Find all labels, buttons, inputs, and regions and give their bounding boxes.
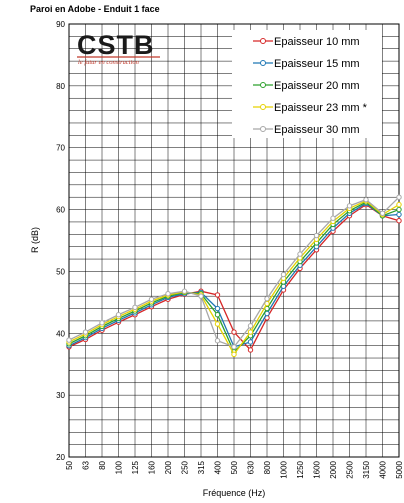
data-point <box>313 232 320 239</box>
y-tick-label: 80 <box>56 82 65 91</box>
data-point <box>214 305 221 312</box>
y-tick-label: 50 <box>56 267 65 276</box>
data-point <box>247 339 254 345</box>
data-point <box>264 295 270 302</box>
legend-swatch-marker <box>260 104 266 110</box>
data-point <box>330 215 336 221</box>
x-tick-label: 2000 <box>329 460 338 478</box>
data-point <box>231 329 237 335</box>
legend-box <box>232 30 382 138</box>
data-point <box>247 347 254 353</box>
x-tick-label: 80 <box>98 460 107 469</box>
x-tick-label: 3150 <box>362 460 371 478</box>
data-point <box>148 296 155 302</box>
data-point <box>346 203 353 209</box>
y-tick-label: 60 <box>56 206 65 215</box>
x-tick-label: 125 <box>131 460 140 474</box>
data-point <box>214 338 221 344</box>
data-point <box>181 288 188 294</box>
x-axis-ticks: 50 63 80 100 125 160 200 250 315 400 500 630 800 1000… <box>65 460 404 478</box>
x-tick-label: 250 <box>181 460 190 474</box>
x-tick-label: 400 <box>214 460 223 474</box>
y-tick-label: 20 <box>56 453 65 462</box>
data-point <box>363 196 369 203</box>
data-point <box>132 304 138 311</box>
data-point <box>396 206 402 213</box>
x-tick-label: 315 <box>197 460 206 474</box>
x-tick-label: 1600 <box>313 460 322 478</box>
y-axis-ticks: 20 30 40 50 60 70 80 90 <box>56 20 65 462</box>
x-tick-label: 63 <box>82 460 91 469</box>
data-point <box>396 194 402 200</box>
data-point <box>247 329 254 335</box>
x-tick-label: 1000 <box>280 460 289 478</box>
logo-tagline: le futur en construction <box>78 59 139 66</box>
data-point <box>396 201 402 208</box>
data-point <box>231 351 237 358</box>
series-group <box>66 194 402 358</box>
data-point <box>66 337 72 343</box>
data-point <box>231 344 237 350</box>
data-point <box>82 329 89 335</box>
y-axis-label: R (dB) <box>30 227 40 253</box>
x-tick-label: 500 <box>230 460 239 474</box>
data-point <box>214 312 221 318</box>
data-point <box>379 210 386 216</box>
x-tick-label: 5000 <box>395 460 404 478</box>
legend: Epaisseur 10 mm Epaisseur 15 mm Epaisseur … <box>232 30 382 138</box>
legend-swatch-marker <box>260 126 266 132</box>
x-tick-label: 2500 <box>346 460 355 478</box>
chart-title: Paroi en Adobe - Enduit 1 face <box>30 4 160 14</box>
x-tick-label: 1250 <box>296 460 305 478</box>
legend-swatch-marker <box>260 60 266 66</box>
data-point <box>99 320 105 326</box>
y-tick-label: 90 <box>56 20 65 29</box>
x-tick-label: 4000 <box>379 460 388 478</box>
x-tick-label: 630 <box>247 460 256 474</box>
data-point <box>214 292 221 298</box>
y-tick-label: 70 <box>56 144 65 153</box>
data-point <box>115 312 122 318</box>
x-tick-label: 100 <box>115 460 124 474</box>
legend-label: Epaisseur 20 mm <box>274 80 360 92</box>
x-tick-label: 200 <box>164 460 173 474</box>
data-point <box>214 321 221 327</box>
x-tick-label: 800 <box>263 460 272 474</box>
data-point <box>264 300 270 307</box>
logo-text: CSTB <box>77 30 155 60</box>
plot-frame <box>68 23 400 458</box>
legend-label: Epaisseur 23 mm * <box>274 102 368 114</box>
data-point <box>165 290 171 297</box>
data-point <box>396 211 402 218</box>
legend-swatch-marker <box>260 38 266 44</box>
data-point <box>297 251 303 257</box>
y-tick-label: 40 <box>56 329 65 338</box>
cstb-logo: CSTB le futur en construction <box>77 30 160 66</box>
data-point <box>280 271 287 278</box>
x-tick-label: 50 <box>65 460 74 469</box>
legend-label: Epaisseur 10 mm <box>274 36 360 48</box>
legend-label: Epaisseur 15 mm <box>274 58 360 70</box>
legend-label: Epaisseur 30 mm <box>274 124 360 136</box>
data-point <box>198 293 204 299</box>
legend-swatch-marker <box>260 82 266 88</box>
y-tick-label: 30 <box>56 391 65 400</box>
data-point <box>264 310 270 317</box>
x-tick-label: 160 <box>148 460 157 474</box>
data-point <box>396 218 402 224</box>
data-point <box>247 323 254 329</box>
x-axis-label: Fréquence (Hz) <box>203 488 266 498</box>
